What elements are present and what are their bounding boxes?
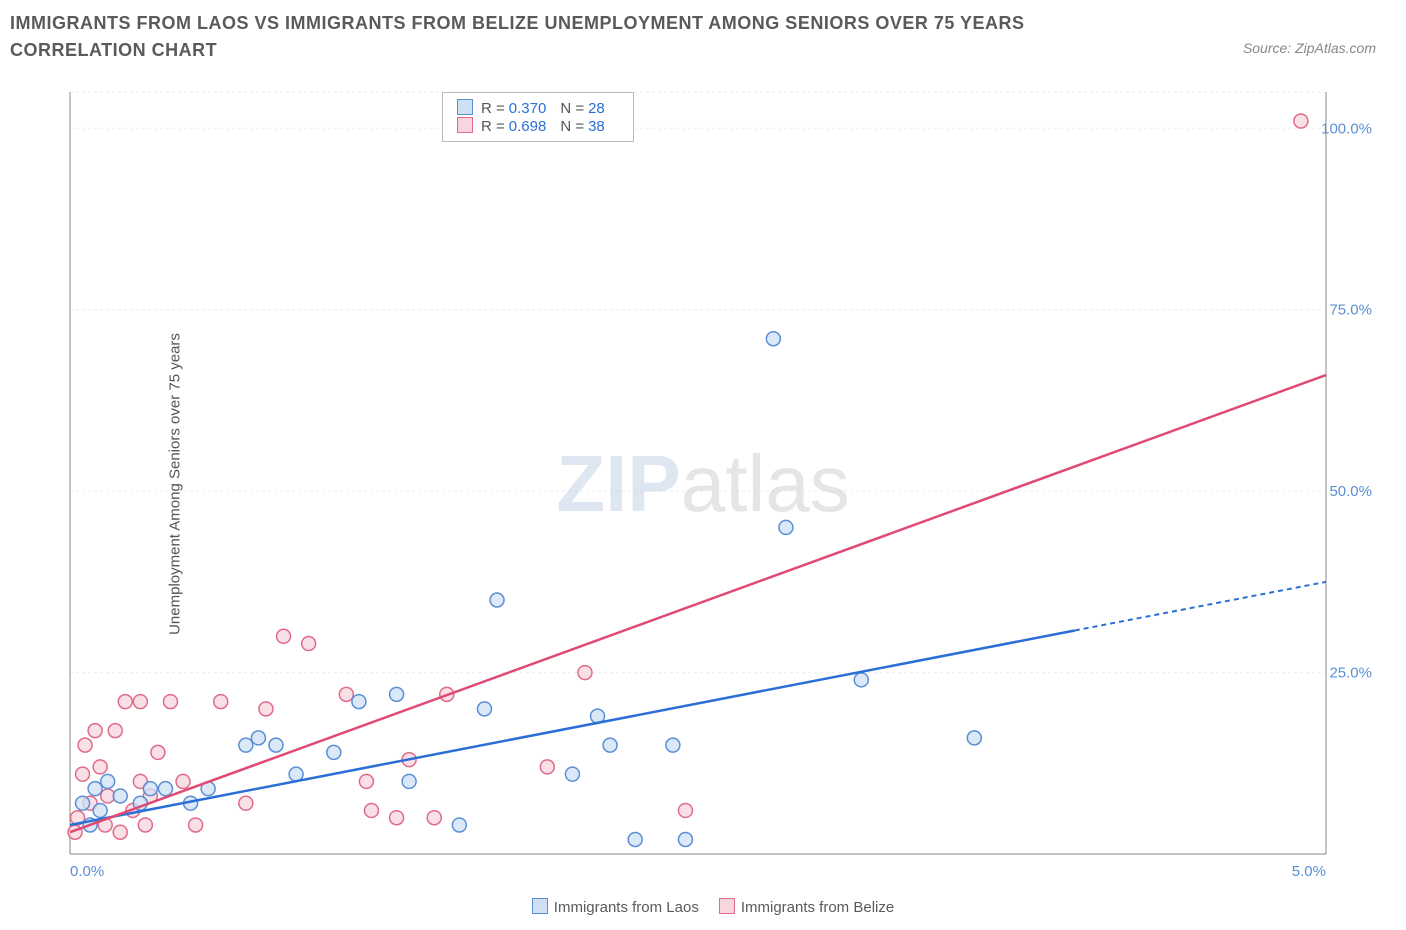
- stats-legend-box: R =0.370N =28R =0.698N =38: [442, 92, 634, 142]
- legend-swatch: [532, 898, 548, 914]
- legend-label: Immigrants from Laos: [554, 899, 699, 916]
- svg-text:25.0%: 25.0%: [1329, 665, 1372, 682]
- stats-row: R =0.698N =38: [457, 117, 619, 135]
- chart-title: IMMIGRANTS FROM LAOS VS IMMIGRANTS FROM …: [10, 10, 1110, 64]
- stats-row: R =0.370N =28: [457, 99, 619, 117]
- bottom-legend: Immigrants from Laos Immigrants from Beli…: [10, 898, 1396, 916]
- svg-text:5.0%: 5.0%: [1292, 863, 1326, 880]
- svg-text:0.0%: 0.0%: [70, 863, 104, 880]
- legend-label: Immigrants from Belize: [741, 899, 894, 916]
- svg-text:75.0%: 75.0%: [1329, 302, 1372, 319]
- y-axis-label: Unemployment Among Seniors over 75 years: [166, 333, 183, 635]
- svg-text:100.0%: 100.0%: [1321, 120, 1372, 137]
- scatter-chart: 25.0% 50.0% 75.0% 100.0% 0.0% 5.0%: [10, 74, 1396, 894]
- svg-text:50.0%: 50.0%: [1329, 483, 1372, 500]
- legend-swatch: [719, 898, 735, 914]
- chart-container: Unemployment Among Seniors over 75 years…: [10, 74, 1396, 894]
- source-label: Source: ZipAtlas.com: [1243, 40, 1376, 56]
